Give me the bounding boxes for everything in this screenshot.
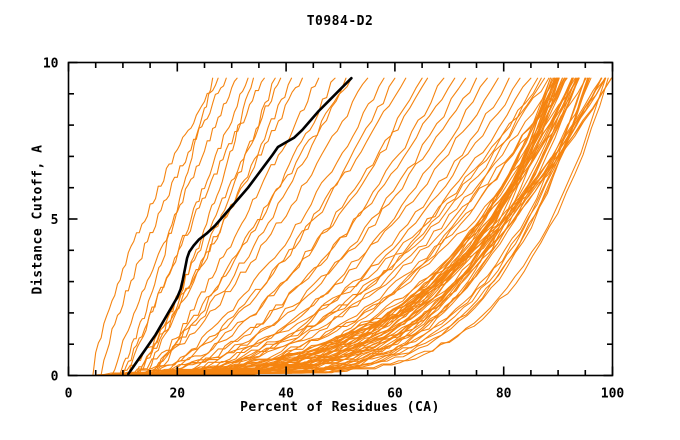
highlight-series-line [127,76,353,376]
x-tick-label: 80 [496,387,512,402]
page-title: T0984-D2 [306,14,374,29]
series-line [100,77,227,376]
x-axis-label: Percent of Residues (CA) [240,400,440,415]
series-line [127,77,265,376]
x-tick-label: 40 [278,387,294,402]
y-tick-label: 5 [51,213,59,228]
series-line [92,77,219,376]
series-line [139,77,565,376]
tick-label-layer: 0 20 40 60 80 100 0 5 10 [43,57,625,402]
series-line [144,77,303,376]
series-line [133,77,467,376]
series-line [109,77,576,376]
series-line [111,77,238,376]
series-line [122,77,347,376]
series-layer [92,76,613,376]
x-tick-label: 20 [169,387,185,402]
series-line [148,77,542,376]
axis-frame [67,61,614,377]
tick-layer [67,61,614,377]
series-line [116,77,214,376]
series-line [149,77,320,376]
series-line [154,77,607,376]
series-line [119,77,590,376]
series-line [119,77,276,376]
series-line [149,77,407,376]
x-tick-label: 60 [387,387,403,402]
series-line [176,77,521,376]
plot-frame [67,61,614,377]
series-line [174,77,557,376]
series-line [171,77,499,376]
series-line [177,77,568,376]
series-line [121,77,579,376]
series-line [144,77,385,376]
series-line [135,77,293,376]
x-tick-label: 0 [65,387,73,402]
series-line [157,77,488,376]
series-line [133,77,369,376]
series-line [138,77,423,376]
y-tick-label: 0 [51,370,59,385]
series-line [178,77,539,376]
x-tick-label: 100 [601,387,625,402]
series-line [154,77,429,376]
y-tick-label: 10 [43,57,59,72]
